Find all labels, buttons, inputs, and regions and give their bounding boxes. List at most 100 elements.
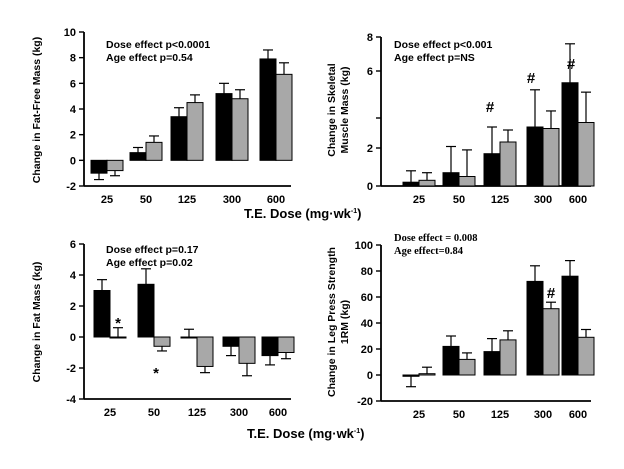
y-tick-label: -4	[66, 394, 77, 406]
y-tick-label: 4	[70, 104, 77, 116]
x-tick-label: 125	[188, 407, 206, 419]
x-tick-label: 300	[223, 194, 241, 206]
bar	[90, 159, 108, 174]
x-tick-label: 300	[534, 194, 552, 206]
y-axis-label: Change in Fat Mass (kg)	[31, 262, 43, 383]
bar	[442, 172, 460, 187]
significance-marker: *	[153, 365, 159, 382]
bar	[418, 373, 436, 376]
bar	[499, 141, 517, 187]
annotation: Dose effect p<0.001	[394, 39, 493, 51]
annotation: Age effect p=0.54	[106, 52, 193, 64]
y-tick-label: 0	[70, 155, 76, 167]
y-axis-label: Change in Leg Press Strength1RM (kg)	[326, 247, 351, 397]
annotation: Dose effect = 0.008	[394, 233, 478, 244]
bar	[483, 351, 501, 376]
y-tick-label: 2	[70, 130, 76, 142]
bar	[109, 336, 127, 339]
y-tick-label: 20	[361, 344, 373, 356]
bar	[458, 176, 476, 187]
y-tick-label: 80	[361, 266, 373, 278]
y-tick-label: 0	[367, 181, 373, 193]
y-axis-label: Change in SkeletalMuscle Mass (kg)	[326, 63, 351, 156]
x-tick-label: 125	[491, 409, 509, 421]
annotation: Age effect p=0.02	[106, 257, 193, 269]
x-axis-title-top: T.E. Dose (mg·wk-1)	[244, 206, 362, 221]
y-tick-label: 0	[367, 370, 373, 382]
bar	[577, 122, 595, 187]
y-tick-label: -20	[357, 396, 373, 408]
bar	[275, 73, 293, 161]
bar	[542, 128, 560, 187]
y-tick-label: 6	[367, 66, 373, 78]
y-tick-label: 10	[64, 27, 76, 39]
annotation: Dose effect p=0.17	[106, 244, 199, 256]
bar	[215, 93, 233, 161]
y-tick-label: 2	[70, 301, 76, 313]
annotation: Age effect p=NS	[394, 52, 475, 64]
significance-marker: #	[547, 285, 556, 302]
bar	[458, 358, 476, 376]
bar	[106, 159, 124, 172]
y-tick-label: -2	[66, 181, 76, 193]
bar	[483, 153, 501, 187]
bar	[93, 290, 111, 338]
bar	[526, 280, 544, 376]
bar	[442, 345, 460, 376]
x-tick-label: 50	[140, 194, 152, 206]
x-tick-label: 50	[148, 407, 160, 419]
skeletal-muscle-mass-chart: 0 2 6 8 25 50 125 300 600 # # # Dose effect p<0.001A…	[326, 32, 595, 206]
bar	[259, 58, 277, 161]
bar	[129, 152, 147, 161]
y-tick-label: 2	[367, 143, 373, 155]
fat-mass-chart: -4 -2 0 2 4 6 25 50 125 300 600 * * Dose effect p=0.1…	[31, 239, 295, 419]
x-tick-label: 600	[569, 409, 587, 421]
y-tick-label: 60	[361, 292, 373, 304]
bar	[561, 275, 579, 376]
x-tick-label: 300	[230, 407, 248, 419]
bar	[137, 283, 155, 338]
y-tick-label: 8	[367, 32, 373, 44]
bar	[145, 141, 163, 161]
x-tick-label: 25	[101, 194, 113, 206]
significance-marker: #	[486, 99, 495, 116]
y-tick-label: 40	[361, 318, 373, 330]
x-tick-label: 50	[453, 194, 465, 206]
bar	[196, 336, 214, 367]
bar	[499, 339, 517, 376]
annotation: Dose effect p<0.0001	[106, 39, 210, 51]
bar	[277, 336, 295, 353]
y-tick-label: 100	[355, 240, 373, 252]
significance-marker: #	[567, 56, 576, 73]
bar	[577, 336, 595, 376]
y-axis-label: Change in Fat-Free Mass (kg)	[31, 37, 43, 183]
bar	[222, 336, 240, 347]
significance-marker: #	[527, 70, 536, 87]
y-tick-label: 8	[70, 53, 76, 65]
x-tick-label: 25	[413, 194, 425, 206]
y-tick-label: 0	[70, 332, 76, 344]
bar	[231, 98, 249, 161]
x-tick-label: 25	[413, 409, 425, 421]
bar	[238, 336, 256, 364]
bar	[180, 336, 198, 339]
bar	[542, 308, 560, 376]
x-tick-label: 600	[269, 407, 287, 419]
bar	[561, 82, 579, 187]
bar	[261, 336, 279, 357]
leg-press-strength-chart: -20 0 20 40 60 80 100 25 50 125 300 600 # Dose effect…	[326, 233, 595, 421]
y-tick-label: 4	[70, 270, 77, 282]
x-tick-label: 300	[534, 409, 552, 421]
bar	[402, 374, 420, 377]
x-tick-label: 25	[104, 407, 116, 419]
x-tick-label: 125	[178, 194, 196, 206]
y-tick-label: 6	[70, 239, 76, 251]
bar	[170, 116, 188, 161]
x-tick-label: 50	[453, 409, 465, 421]
bar	[418, 179, 436, 187]
x-tick-label: 600	[267, 194, 285, 206]
bar	[186, 102, 204, 161]
bar	[153, 336, 171, 347]
y-tick-label: 6	[70, 78, 76, 90]
